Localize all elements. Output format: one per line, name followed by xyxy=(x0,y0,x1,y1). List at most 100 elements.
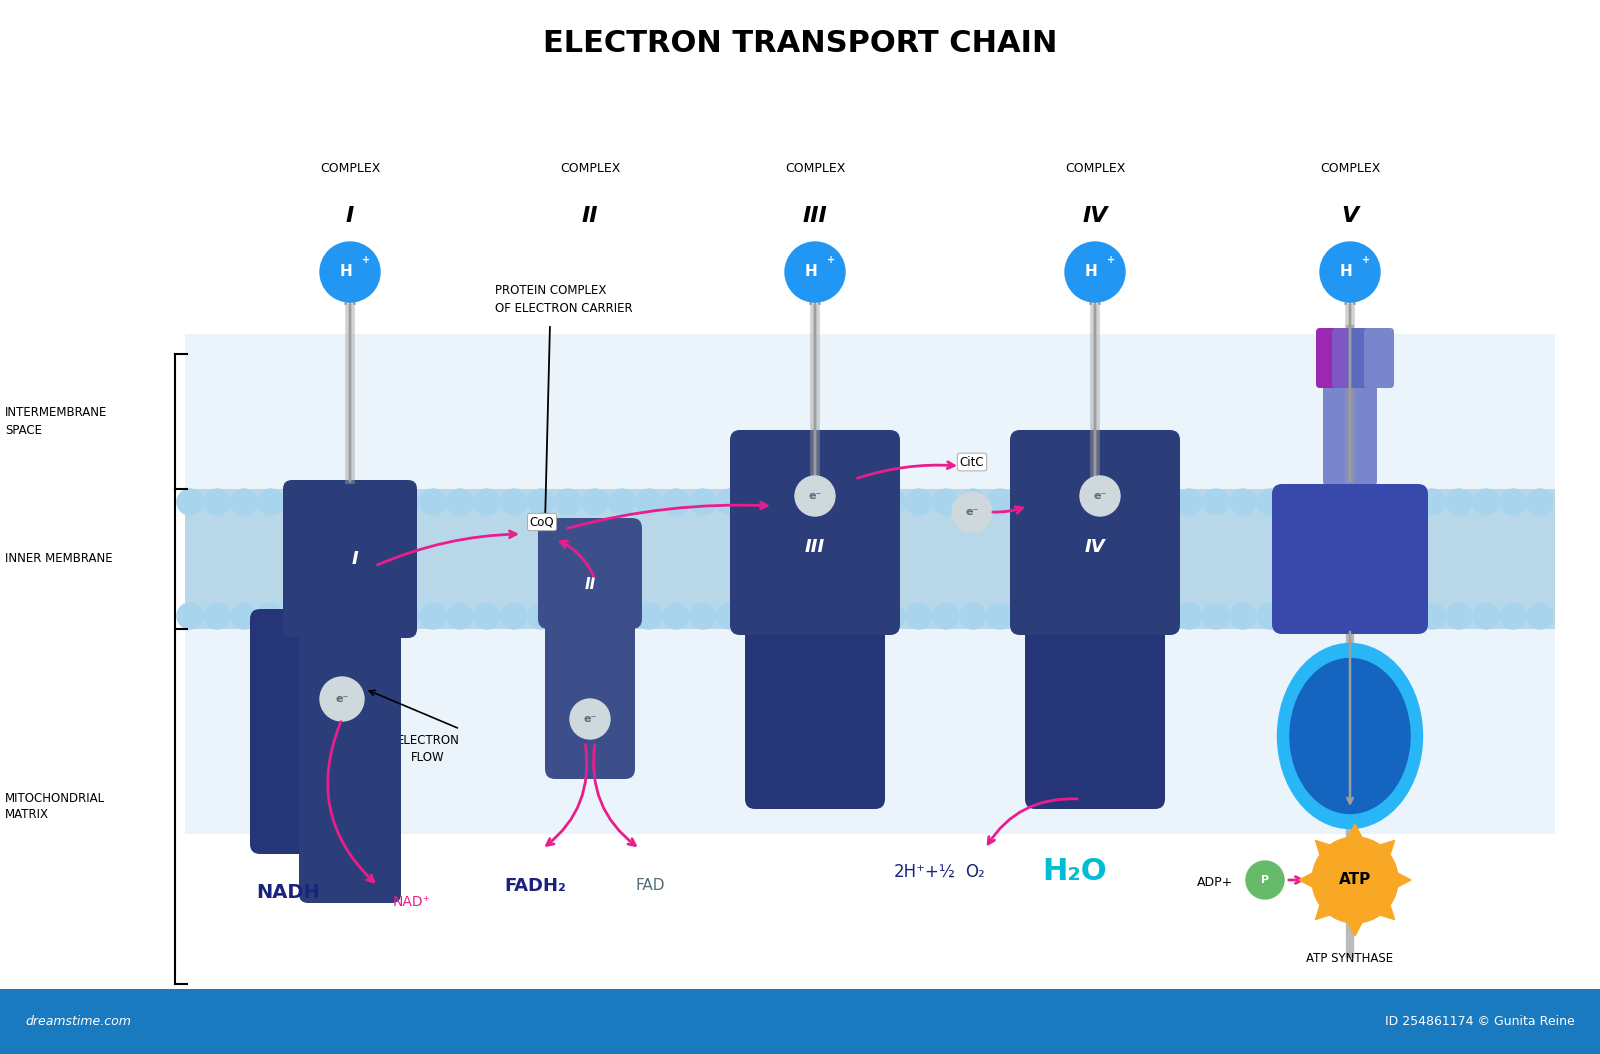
Polygon shape xyxy=(1355,868,1411,892)
Circle shape xyxy=(1203,603,1229,629)
Circle shape xyxy=(906,603,931,629)
Circle shape xyxy=(933,603,958,629)
Circle shape xyxy=(771,603,797,629)
Circle shape xyxy=(1499,603,1526,629)
Text: ID 254861174 © Gunita Reine: ID 254861174 © Gunita Reine xyxy=(1386,1015,1574,1028)
Circle shape xyxy=(178,603,203,629)
FancyBboxPatch shape xyxy=(1331,328,1362,388)
FancyBboxPatch shape xyxy=(1347,328,1378,388)
Circle shape xyxy=(1176,489,1202,515)
Circle shape xyxy=(419,603,446,629)
Text: FADH₂: FADH₂ xyxy=(504,877,566,895)
Text: ELECTRON
FLOW: ELECTRON FLOW xyxy=(397,734,459,764)
Circle shape xyxy=(339,489,365,515)
Circle shape xyxy=(717,603,742,629)
Circle shape xyxy=(826,603,851,629)
FancyBboxPatch shape xyxy=(186,489,1555,629)
Circle shape xyxy=(1338,489,1363,515)
Circle shape xyxy=(987,489,1013,515)
Circle shape xyxy=(662,489,690,515)
Ellipse shape xyxy=(1277,644,1422,828)
Circle shape xyxy=(474,489,499,515)
Circle shape xyxy=(446,489,474,515)
Text: ATP SYNTHASE: ATP SYNTHASE xyxy=(1307,953,1394,965)
Polygon shape xyxy=(1355,880,1395,919)
FancyBboxPatch shape xyxy=(186,334,1555,834)
Circle shape xyxy=(1446,489,1472,515)
Circle shape xyxy=(851,489,878,515)
Circle shape xyxy=(1067,603,1094,629)
FancyBboxPatch shape xyxy=(250,609,330,854)
Text: 2H⁺+½: 2H⁺+½ xyxy=(894,863,957,881)
FancyBboxPatch shape xyxy=(538,518,642,629)
Circle shape xyxy=(366,603,392,629)
FancyBboxPatch shape xyxy=(1323,378,1378,486)
Circle shape xyxy=(1176,603,1202,629)
Circle shape xyxy=(1419,603,1445,629)
Polygon shape xyxy=(1315,840,1355,880)
Text: III: III xyxy=(803,206,827,226)
Circle shape xyxy=(528,603,554,629)
Circle shape xyxy=(1419,489,1445,515)
Circle shape xyxy=(1149,489,1174,515)
Circle shape xyxy=(339,603,365,629)
Circle shape xyxy=(312,603,338,629)
Circle shape xyxy=(717,489,742,515)
Circle shape xyxy=(1499,489,1526,515)
Text: H: H xyxy=(1085,264,1098,278)
FancyBboxPatch shape xyxy=(299,608,402,903)
FancyBboxPatch shape xyxy=(746,609,885,809)
Circle shape xyxy=(1312,837,1398,923)
Circle shape xyxy=(960,489,986,515)
FancyBboxPatch shape xyxy=(283,480,418,638)
FancyBboxPatch shape xyxy=(1363,328,1394,388)
Text: INTERMEMBRANE
SPACE: INTERMEMBRANE SPACE xyxy=(5,407,107,436)
FancyBboxPatch shape xyxy=(546,604,635,779)
Text: H: H xyxy=(805,264,818,278)
Circle shape xyxy=(1122,489,1147,515)
Circle shape xyxy=(1526,603,1554,629)
Text: e⁻: e⁻ xyxy=(584,714,597,724)
Circle shape xyxy=(230,603,258,629)
Circle shape xyxy=(1246,861,1283,899)
Text: NAD⁺: NAD⁺ xyxy=(394,895,430,909)
FancyBboxPatch shape xyxy=(0,989,1600,1054)
Polygon shape xyxy=(1315,880,1355,919)
Text: I: I xyxy=(346,206,354,226)
Circle shape xyxy=(1283,603,1310,629)
Circle shape xyxy=(1122,603,1147,629)
Circle shape xyxy=(205,603,230,629)
Circle shape xyxy=(786,242,845,302)
Ellipse shape xyxy=(1290,659,1410,814)
FancyBboxPatch shape xyxy=(1315,328,1346,388)
Text: +: + xyxy=(362,255,370,265)
Circle shape xyxy=(1258,603,1283,629)
Circle shape xyxy=(1338,603,1363,629)
Circle shape xyxy=(1066,242,1125,302)
Circle shape xyxy=(1094,603,1122,629)
Circle shape xyxy=(394,603,419,629)
Circle shape xyxy=(1474,489,1499,515)
Circle shape xyxy=(795,476,835,516)
Circle shape xyxy=(952,492,992,532)
Text: NADH: NADH xyxy=(256,882,320,901)
Circle shape xyxy=(878,603,906,629)
Circle shape xyxy=(1320,242,1379,302)
Text: PROTEIN COMPLEX
OF ELECTRON CARRIER: PROTEIN COMPLEX OF ELECTRON CARRIER xyxy=(494,284,632,314)
Circle shape xyxy=(1310,489,1338,515)
Circle shape xyxy=(1474,603,1499,629)
Circle shape xyxy=(285,603,310,629)
Circle shape xyxy=(570,699,610,739)
Text: I: I xyxy=(352,550,358,568)
Circle shape xyxy=(798,489,824,515)
Text: V: V xyxy=(1341,206,1358,226)
Circle shape xyxy=(1526,489,1554,515)
Text: +: + xyxy=(827,255,835,265)
Circle shape xyxy=(610,489,635,515)
Circle shape xyxy=(1230,603,1256,629)
Circle shape xyxy=(1203,489,1229,515)
Circle shape xyxy=(320,242,381,302)
Text: CitC: CitC xyxy=(960,455,984,468)
Circle shape xyxy=(1042,603,1067,629)
Circle shape xyxy=(1258,489,1283,515)
